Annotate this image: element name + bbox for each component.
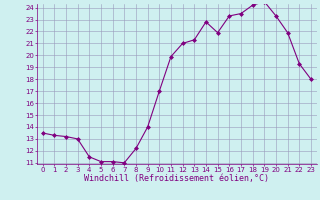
X-axis label: Windchill (Refroidissement éolien,°C): Windchill (Refroidissement éolien,°C) (84, 174, 269, 183)
